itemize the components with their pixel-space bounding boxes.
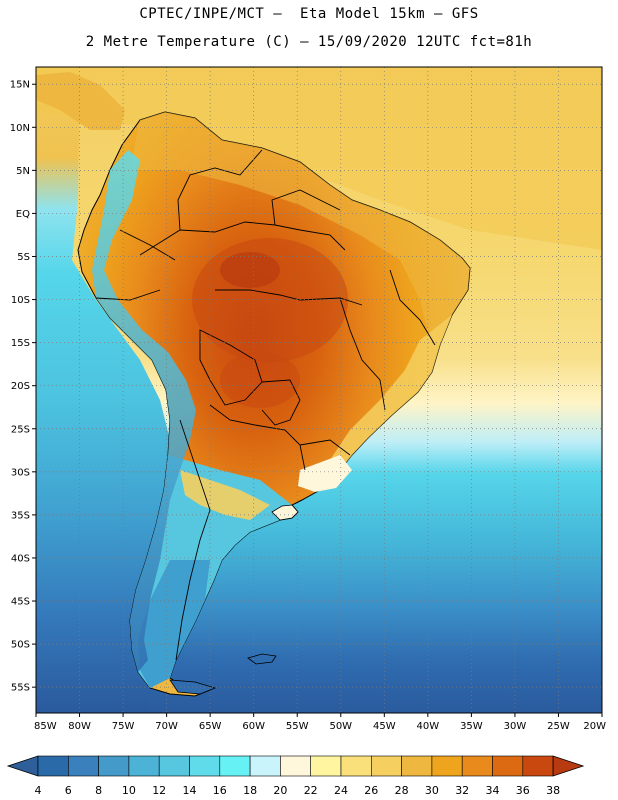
colorbar-segment [461,755,493,777]
chart-title-line-2: 2 Metre Temperature (C) – 15/09/2020 12U… [85,34,533,50]
hot-spot-amazon [220,252,280,288]
colorbar-label: 4 [35,784,42,797]
rio-de-la-plata [271,504,299,521]
lon-tick-label: 70W [155,721,178,732]
colorbar-label: 32 [455,784,469,797]
colorbar-label: 14 [183,784,197,797]
lon-tick-label: 60W [242,721,265,732]
lon-tick-label: 75W [112,721,135,732]
lat-tick-label: 55S [11,683,30,694]
northern-rim-warm [130,112,470,345]
pacific-ocean-field [36,67,170,713]
map-area [36,67,602,713]
central-america-land [36,72,125,130]
latitude-axis: 15N 10N 5N EQ 5S 10S 15S 20S 25S 30S 35S 40S 45S 50S 5… [10,80,36,694]
lon-tick-label: 85W [34,721,57,732]
colorbar-segment [128,755,160,777]
lat-tick-label: 10N [10,123,30,134]
lat-tick-label: 5S [17,252,30,263]
colorbar-label: 16 [213,784,227,797]
map-frame [35,66,603,714]
lon-tick-label: 55W [286,721,309,732]
colorbar: 4 6 8 10 12 14 16 18 20 22 24 26 28 30 32 34 36 38 [6,755,585,797]
lat-tick-label: 35S [11,510,30,521]
colorbar-label: 10 [122,784,136,797]
lon-tick-label: 35W [460,721,483,732]
lat-tick-label: 15S [11,338,30,349]
colorbar-label: 12 [152,784,166,797]
colorbar-segment [249,755,281,777]
east-coast-moderate [330,315,452,475]
lat-tick-label: 40S [11,553,30,564]
lon-tick-label: 25W [547,721,570,732]
colorbar-segment [340,755,372,777]
lat-tick-label: 20S [11,381,30,392]
colorbar-label: 26 [364,784,378,797]
colorbar-label: 34 [486,784,500,797]
colorbar-segment [492,755,524,777]
colorbar-label: 38 [546,784,560,797]
falkland-islands [247,653,277,665]
lat-tick-label: 5N [16,166,30,177]
colorbar-segment [280,755,311,777]
lon-tick-label: 50W [329,721,352,732]
colorbar-label: 24 [334,784,348,797]
colorbar-segment [98,755,130,777]
colorbar-segment [219,755,251,777]
hot-spot-chaco [220,352,300,408]
colorbar-segment [522,755,554,777]
colorbar-high-arrow [552,755,585,777]
lat-tick-label: 30S [11,467,30,478]
colorbar-low-arrow [6,755,39,777]
colorbar-label: 30 [425,784,439,797]
lat-tick-label: 50S [11,640,30,651]
colorbar-segment [401,755,433,777]
colorbar-label: 6 [65,784,72,797]
colorbar-segment [370,755,402,777]
country-borders [95,149,436,661]
lon-tick-label: 80W [68,721,91,732]
lat-tick-label: EQ [16,209,30,220]
colorbar-segment [37,755,69,777]
lon-tick-label: 40W [417,721,440,732]
chart-title-line-1: CPTEC/INPE/MCT – Eta Model 15km – GFS [139,6,479,22]
colorbar-label: 8 [95,784,102,797]
colorbar-segment [431,755,463,777]
lon-tick-label: 30W [504,721,527,732]
andes-cold-strip [92,150,196,672]
patagonia-cold [138,560,210,688]
lat-tick-label: 25S [11,424,30,435]
colorbar-label: 28 [395,784,409,797]
caribbean-warm-band [36,67,602,250]
lon-tick-label: 20W [583,721,606,732]
lat-tick-label: 10S [11,295,30,306]
colorbar-segment [189,755,221,777]
lon-tick-label: 65W [199,721,222,732]
lat-tick-label: 45S [11,597,30,608]
colorbar-label: 18 [243,784,257,797]
pampas-warm [180,470,270,520]
lon-tick-label: 45W [373,721,396,732]
colorbar-label: 22 [304,784,318,797]
colorbar-segment [310,755,342,777]
lat-tick-label: 15N [10,80,30,91]
longitude-axis: 85W 80W 75W 70W 65W 60W 55W 50W 45W 40W 35W 30W 25W 2… [34,713,606,732]
colorbar-segment [158,755,190,777]
uruguay-mild [298,455,352,492]
colorbar-label: 36 [516,784,530,797]
colorbar-segment [68,755,99,777]
colorbar-label: 20 [273,784,287,797]
